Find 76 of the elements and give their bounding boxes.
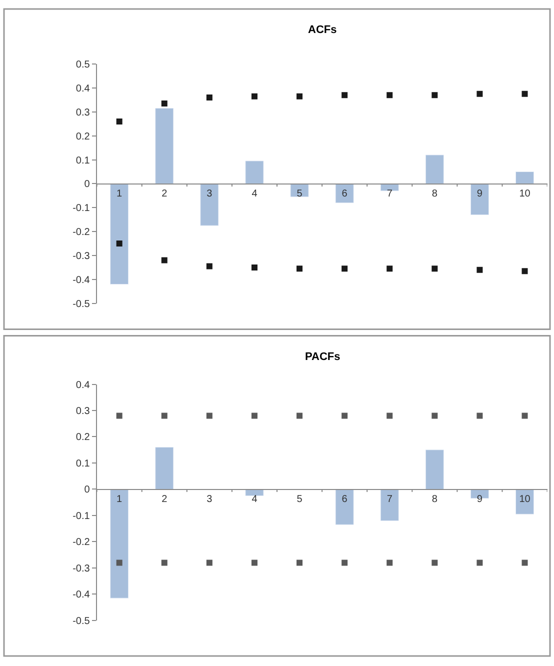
y-tick-label: -0.2 [72,227,90,238]
point [386,266,393,272]
y-tick-label: -0.4 [72,274,90,286]
x-tick-label: 3 [206,494,213,506]
point [342,92,348,98]
x-tick-label: 6 [342,494,348,506]
y-tick-label: 0.4 [76,83,90,94]
x-tick-label: 8 [432,188,438,200]
x-tick-label: 9 [476,494,483,506]
point [251,264,258,270]
y-tick-label: 0.1 [76,458,90,470]
y-tick-label: -0.5 [72,298,90,310]
point [161,100,168,106]
y-tick-label: -0.3 [72,563,90,574]
chart-title: ACFs [308,24,337,36]
x-tick-label: 10 [519,188,531,200]
y-tick-label: 0.2 [76,131,90,142]
point [116,240,122,247]
y-tick-label: 0.2 [76,432,90,444]
x-tick-label: 7 [386,188,393,200]
x-tick-label: 2 [162,188,168,200]
x-tick-label: 9 [476,188,483,200]
x-tick-label: 8 [432,494,438,506]
y-tick-label: 0.5 [76,59,90,70]
x-tick-label: 6 [342,188,348,200]
y-tick-label: -0.3 [72,251,90,262]
bar [245,160,264,184]
point [522,268,528,274]
bar [515,171,534,184]
x-tick-label: 5 [296,494,303,506]
y-tick-label: -0.5 [72,616,90,627]
point [296,266,303,272]
bar [110,488,129,598]
point [476,266,483,273]
chart-title: PACFs [305,351,340,363]
bar [380,488,399,521]
bar [335,488,354,525]
x-tick-label: 4 [252,188,258,200]
y-tick-label: 0.1 [76,155,90,166]
x-tick-label: 1 [116,188,123,200]
x-tick-label: 4 [252,494,258,506]
point [116,118,122,124]
point [432,92,438,98]
x-tick-label: 5 [296,188,303,200]
x-tick-label: 1 [116,494,123,506]
y-tick-label: 0.4 [76,380,90,391]
bar [200,183,219,226]
point [342,266,348,272]
y-tick-label: 0 [84,484,90,496]
bar [425,450,444,490]
y-tick-label: 0.3 [76,107,90,118]
bar [110,183,129,284]
x-tick-label: 3 [206,188,213,200]
bar [155,446,174,490]
point [476,90,483,97]
y-tick-label: 0 [84,179,90,190]
x-tick-label: 10 [519,494,531,506]
point [386,92,393,98]
y-tick-label: -0.1 [72,510,90,522]
y-tick-label: -0.4 [72,590,90,601]
x-tick-label: 2 [162,494,168,506]
y-tick-label: 0.3 [76,406,90,417]
bar [155,108,174,184]
point [206,94,212,101]
point [522,90,528,97]
y-tick-label: -0.1 [72,203,90,214]
bar [425,154,444,184]
point [432,266,438,272]
y-tick-label: -0.2 [72,537,90,548]
bar [335,183,354,204]
point [251,93,258,100]
x-tick-label: 7 [386,494,393,506]
point [161,257,168,264]
point [206,263,212,270]
bar [470,183,489,216]
point [296,93,303,100]
